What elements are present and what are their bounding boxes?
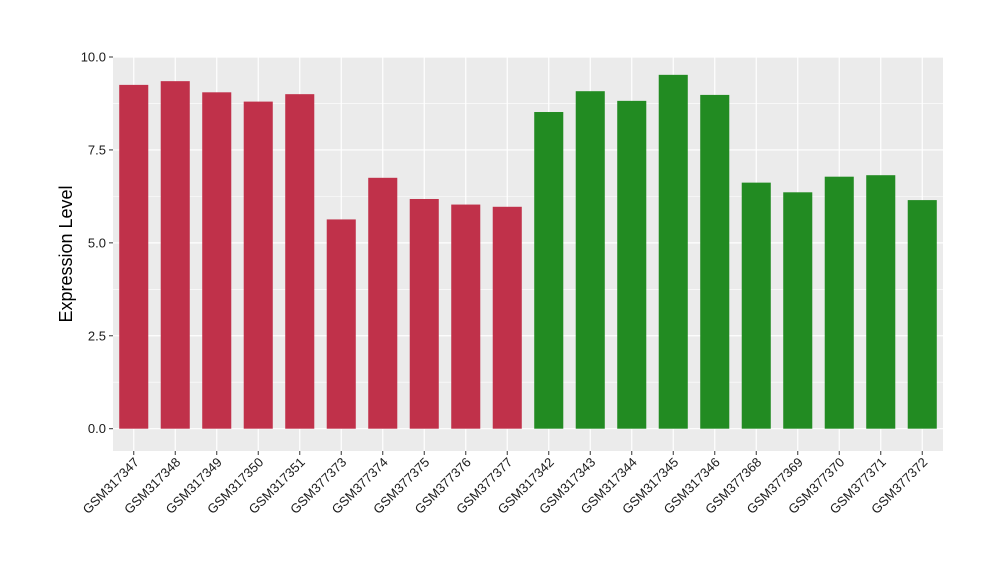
x-axis: GSM317347GSM317348GSM317349GSM317350GSM3… (80, 451, 930, 517)
bar (409, 198, 439, 429)
bar (160, 81, 190, 429)
bar (700, 94, 730, 429)
y-tick-label: 2.5 (88, 328, 106, 343)
y-tick-label: 5.0 (88, 235, 106, 250)
bars (119, 74, 937, 429)
bar (326, 219, 356, 429)
bar (492, 206, 522, 429)
bar (907, 200, 937, 429)
bar (741, 182, 771, 429)
bar (534, 112, 564, 429)
plot-panel (113, 57, 943, 451)
y-tick-label: 0.0 (88, 421, 106, 436)
bar (285, 94, 315, 429)
bar (451, 204, 481, 429)
bar (243, 101, 273, 429)
bar (824, 176, 854, 429)
bar (783, 192, 813, 429)
bar (658, 74, 688, 429)
y-axis: 0.0 2.5 5.0 7.5 10.0 (81, 50, 113, 436)
y-tick-label: 7.5 (88, 142, 106, 157)
bar (119, 84, 149, 429)
bar (866, 175, 896, 429)
bar (202, 92, 232, 429)
y-tick-label: 10.0 (81, 50, 106, 65)
y-axis-title: Expression Level (56, 185, 76, 322)
bar (617, 100, 647, 429)
bar (368, 177, 398, 429)
bar (575, 91, 605, 429)
